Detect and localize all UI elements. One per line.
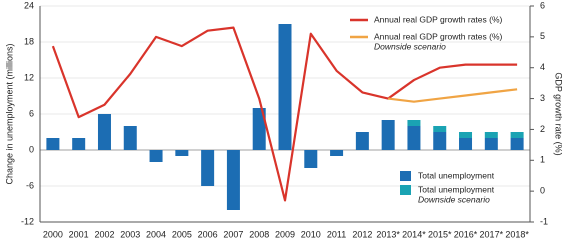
legend-label: Annual real GDP growth rates (%): [374, 14, 503, 24]
y-tick-label: 18: [24, 36, 34, 46]
x-tick-label: 2002: [94, 229, 114, 239]
bar: [381, 120, 395, 150]
bar: [484, 138, 498, 150]
bar: [123, 126, 137, 150]
x-tick-label: 2006: [198, 229, 218, 239]
bar: [226, 150, 240, 210]
bar: [433, 126, 447, 132]
legend-swatch: [400, 171, 411, 181]
bar: [510, 132, 524, 138]
x-tick-label: 2008: [249, 229, 269, 239]
bar: [252, 108, 266, 150]
bar: [407, 126, 421, 150]
y2-tick-label: 0: [540, 186, 545, 196]
y2-tick-label: 6: [540, 0, 545, 10]
bar: [459, 138, 473, 150]
x-tick-label: 2014*: [402, 229, 426, 239]
bar: [510, 138, 524, 150]
bar: [304, 150, 318, 168]
y2-tick-label: 5: [540, 31, 545, 41]
x-tick-label: 2003: [120, 229, 140, 239]
line: [388, 88, 518, 103]
bar: [484, 132, 498, 138]
bar: [46, 138, 60, 150]
y-tick-label: 12: [24, 72, 34, 82]
y-tick-label: -6: [26, 180, 34, 190]
y2-tick-label: 3: [540, 93, 545, 103]
legend-swatch: [400, 185, 411, 195]
y2-axis-title: GDP growth rate (%): [554, 72, 564, 155]
bar: [149, 150, 163, 162]
y-tick-label: 6: [29, 108, 34, 118]
x-tick-label: 2012: [352, 229, 372, 239]
bar: [355, 132, 369, 150]
x-tick-label: 2010: [301, 229, 321, 239]
x-tick-label: 2007: [223, 229, 243, 239]
bar: [175, 150, 189, 156]
legend-label: Total unemployment: [418, 184, 495, 194]
bar: [278, 24, 292, 150]
bar: [97, 114, 111, 150]
bar: [201, 150, 215, 186]
x-tick-label: 2009: [275, 229, 295, 239]
y-axis-title: Change in unemployment (millions): [4, 43, 14, 184]
bar: [459, 132, 473, 138]
x-tick-label: 2016*: [454, 229, 478, 239]
x-tick-label: 2000: [43, 229, 63, 239]
bar: [72, 138, 86, 150]
x-tick-label: 2018*: [505, 229, 529, 239]
x-tick-label: 2001: [69, 229, 89, 239]
line: [51, 26, 518, 202]
x-tick-label: 2015*: [428, 229, 452, 239]
x-tick-label: 2017*: [480, 229, 504, 239]
x-tick-label: 2004: [146, 229, 166, 239]
y2-tick-label: 2: [540, 124, 545, 134]
bar: [330, 150, 344, 156]
y-tick-label: 0: [29, 144, 34, 154]
legend-note: Downside scenario: [374, 41, 446, 51]
legend-note: Downside scenario: [418, 194, 490, 204]
bar: [407, 120, 421, 126]
x-tick-label: 2011: [327, 229, 346, 239]
legend-label: Total unemployment: [418, 170, 495, 180]
x-tick-label: 2013*: [376, 229, 400, 239]
legend-label: Annual real GDP growth rates (%): [374, 31, 503, 41]
bar: [433, 132, 447, 150]
y2-tick-label: 4: [540, 62, 545, 72]
x-tick-label: 2005: [172, 229, 192, 239]
y-tick-label: -12: [21, 216, 34, 226]
y2-tick-label: 1: [540, 155, 545, 165]
y2-tick-label: -1: [540, 216, 548, 226]
y-tick-label: 24: [24, 0, 34, 10]
